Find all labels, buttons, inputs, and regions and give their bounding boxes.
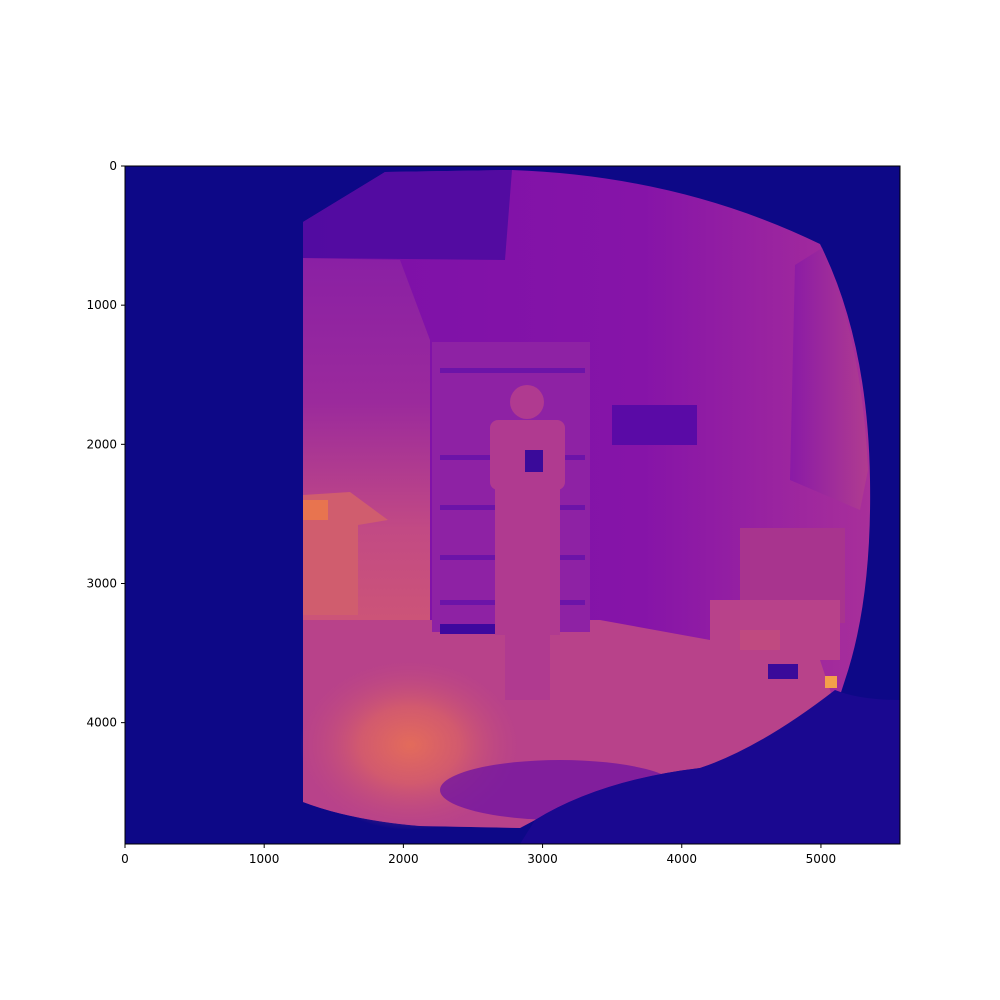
bright-object: [825, 676, 837, 688]
y-tick-label: 4000: [86, 716, 117, 730]
x-tick-label: 4000: [666, 852, 697, 866]
desk-edge: [303, 500, 328, 520]
chair-region: [740, 630, 780, 650]
x-tick-label: 1000: [249, 852, 280, 866]
x-tick-label: 2000: [388, 852, 419, 866]
ceiling-dark-band: [303, 170, 512, 260]
y-axis: 0 1000 2000 3000 4000: [86, 159, 125, 730]
heatmap-image: [125, 166, 900, 844]
person-dark-patch: [525, 450, 543, 472]
desk-region: [303, 492, 388, 615]
axes-frame: [124, 165, 901, 845]
window-dark-region: [612, 405, 697, 445]
y-tick-label: 2000: [86, 437, 117, 451]
x-axis: 0 1000 2000 3000 4000 5000: [121, 844, 836, 866]
x-tick-label: 0: [121, 852, 129, 866]
x-tick-label: 5000: [806, 852, 837, 866]
y-tick-label: 0: [109, 159, 117, 173]
right-wall-region: [790, 248, 868, 510]
person-region: [490, 385, 565, 700]
y-tick-label: 3000: [86, 576, 117, 590]
bottom-dark-region: [520, 690, 900, 844]
dark-object: [768, 664, 798, 679]
x-tick-label: 3000: [527, 852, 558, 866]
y-tick-label: 1000: [86, 298, 117, 312]
